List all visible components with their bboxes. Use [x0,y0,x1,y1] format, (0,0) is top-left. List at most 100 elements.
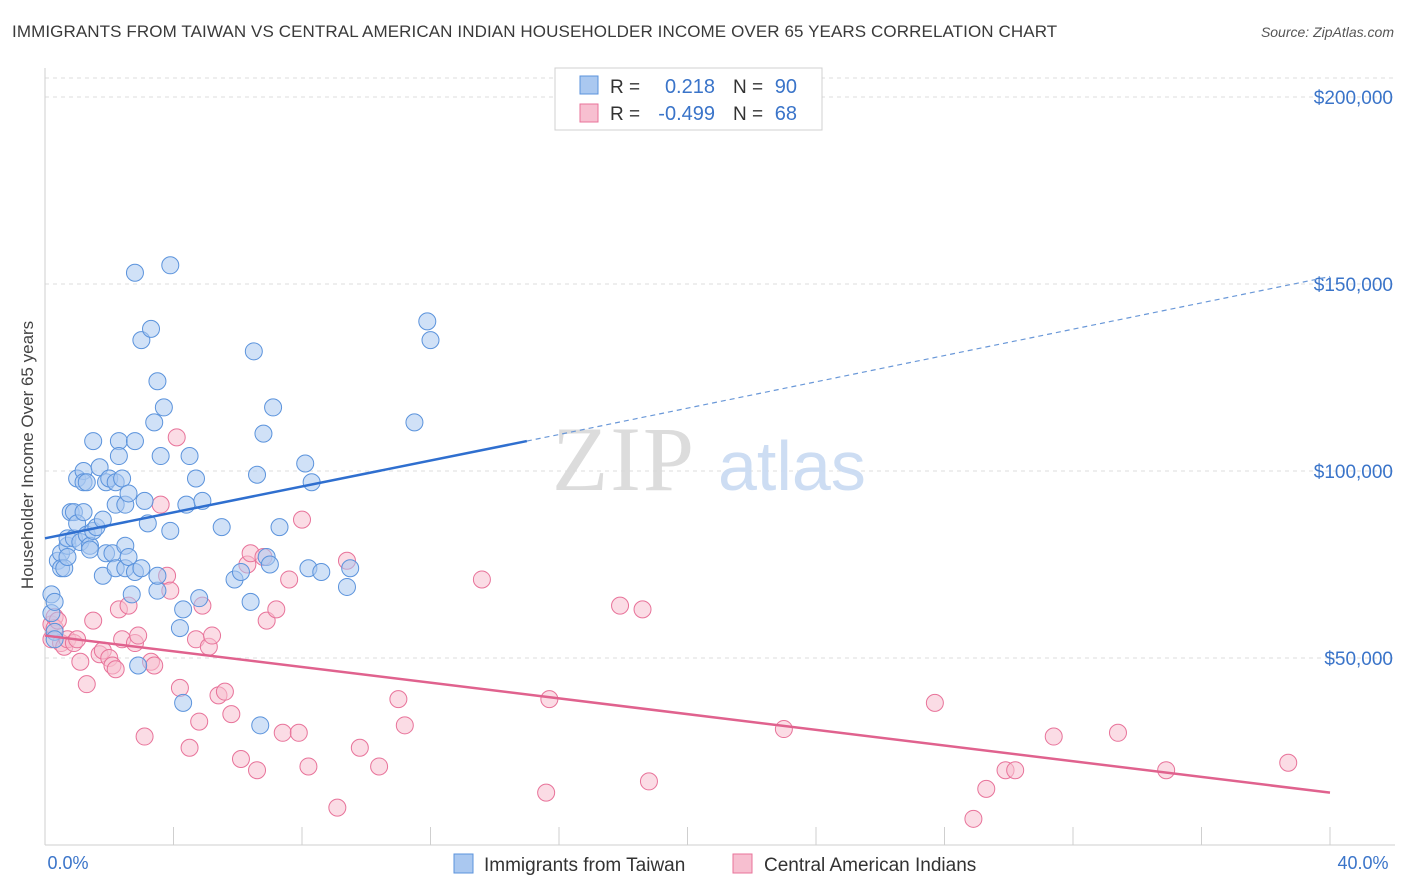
central-point [1006,761,1025,780]
stats-legend: R = 0.218 N = 90 R = -0.499 N = 68 [554,67,823,131]
taiwan-point [231,562,250,581]
central-point [1279,753,1298,772]
central-point [180,738,199,757]
taiwan-point [113,469,132,488]
legend-n-value-2: 68 [775,103,797,125]
taiwan-point [341,559,360,578]
taiwan-point [119,548,138,567]
central-point [611,596,630,615]
taiwan-point [186,469,205,488]
central-point [203,626,222,645]
central-point [964,809,983,828]
taiwan-point [161,521,180,540]
legend-n-value-1: 90 [775,76,797,98]
y-tick-label: $100,000 [1314,462,1393,483]
central-point [231,749,250,768]
central-point [170,678,189,697]
taiwan-point [45,630,64,649]
watermark: ZIP atlas [552,408,866,510]
taiwan-point [84,432,103,451]
taiwan-trend-extension [526,275,1331,442]
taiwan-point [405,413,424,432]
bottom-legend-swatch-central [732,853,753,874]
central-point [106,660,125,679]
bottom-legend-swatch-taiwan [453,853,474,874]
taiwan-point [270,518,289,537]
central-point [190,712,209,731]
taiwan-point [148,372,167,391]
watermark-atlas: atlas [718,427,866,505]
taiwan-point [125,263,144,282]
central-point [222,705,241,724]
central-point [925,693,944,712]
taiwan-trend-line [44,439,528,540]
taiwan-point [119,484,138,503]
bottom-legend-taiwan: Immigrants from Taiwan [484,855,685,876]
central-point [350,738,369,757]
central-point [167,428,186,447]
taiwan-point [109,432,128,451]
legend-n-label-1: N = [733,77,763,98]
taiwan-point [80,540,99,559]
legend-n-label-2: N = [733,104,763,125]
taiwan-point [244,342,263,361]
central-point [145,656,164,675]
taiwan-point [125,432,144,451]
central-point [395,716,414,735]
central-point [248,761,267,780]
y-tick-label: $50,000 [1324,649,1393,670]
central-point [135,727,154,746]
taiwan-point [296,454,315,473]
taiwan-point [337,577,356,596]
taiwan-point [161,256,180,275]
axes [44,68,1395,846]
taiwan-point [77,473,96,492]
taiwan-point [212,518,231,537]
central-trend-line [44,634,1331,794]
legend-swatch-central [579,103,599,123]
central-point [774,720,793,739]
taiwan-point [58,548,77,567]
legend-r-label-2: R = [610,104,640,125]
taiwan-point [45,592,64,611]
central-point [370,757,389,776]
watermark-zip: ZIP [552,408,696,510]
chart-title: IMMIGRANTS FROM TAIWAN VS CENTRAL AMERIC… [12,22,1058,41]
central-point [1044,727,1063,746]
central-point [389,690,408,709]
central-point [71,652,90,671]
central-point [977,779,996,798]
central-point [293,510,311,529]
trend-lines [44,275,1331,794]
taiwan-point [148,566,167,585]
central-point [280,570,299,589]
central-point [1108,723,1127,742]
taiwan-point [260,555,279,574]
taiwan-point [170,619,189,638]
taiwan-point [421,331,440,350]
x-tick-label: 0.0% [47,853,88,873]
taiwan-point [122,585,141,604]
taiwan-point [312,562,331,581]
x-tick-label: 40.0% [1337,853,1388,873]
bottom-legend-central: Central American Indians [764,855,976,876]
taiwan-point [93,510,112,529]
taiwan-point [180,447,199,466]
central-point [537,783,556,802]
central-point [77,675,96,694]
central-point [639,772,658,791]
central-point [273,723,292,742]
central-point [84,611,103,630]
legend-r-value-1: 0.218 [665,76,715,98]
legend-r-value-2: -0.499 [658,103,715,125]
central-point [328,798,347,817]
taiwan-point [142,319,161,338]
central-point [289,723,308,742]
bottom-legend: Immigrants from Taiwan Central American … [453,853,976,876]
taiwan-point [174,600,193,619]
taiwan-point [248,465,267,484]
taiwan-point [154,398,173,417]
x-tick-labels: 0.0% 40.0% [47,853,1388,873]
central-point [1157,761,1176,780]
